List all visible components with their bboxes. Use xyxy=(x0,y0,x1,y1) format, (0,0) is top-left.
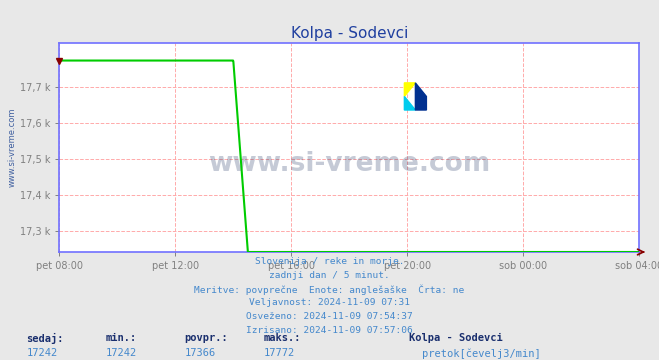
Text: 17242: 17242 xyxy=(105,348,136,359)
Text: Kolpa - Sodevci: Kolpa - Sodevci xyxy=(409,333,502,343)
Text: Meritve: povprečne  Enote: anglešaške  Črta: ne: Meritve: povprečne Enote: anglešaške Črt… xyxy=(194,285,465,295)
Text: 17366: 17366 xyxy=(185,348,215,359)
Text: maks.:: maks.: xyxy=(264,333,301,343)
Text: zadnji dan / 5 minut.: zadnji dan / 5 minut. xyxy=(269,271,390,280)
Text: min.:: min.: xyxy=(105,333,136,343)
Polygon shape xyxy=(405,96,415,110)
Polygon shape xyxy=(405,83,415,96)
Text: pretok[čevelj3/min]: pretok[čevelj3/min] xyxy=(422,348,540,359)
Y-axis label: www.si-vreme.com: www.si-vreme.com xyxy=(8,108,17,187)
Text: Veljavnost: 2024-11-09 07:31: Veljavnost: 2024-11-09 07:31 xyxy=(249,298,410,307)
Text: sedaj:: sedaj: xyxy=(26,333,64,344)
Text: Slovenija / reke in morje.: Slovenija / reke in morje. xyxy=(255,257,404,266)
Title: Kolpa - Sodevci: Kolpa - Sodevci xyxy=(291,26,408,41)
Text: povpr.:: povpr.: xyxy=(185,333,228,343)
Polygon shape xyxy=(415,83,426,110)
Text: Izrisano: 2024-11-09 07:57:06: Izrisano: 2024-11-09 07:57:06 xyxy=(246,326,413,335)
Text: Osveženo: 2024-11-09 07:54:37: Osveženo: 2024-11-09 07:54:37 xyxy=(246,312,413,321)
Text: 17242: 17242 xyxy=(26,348,57,359)
Text: 17772: 17772 xyxy=(264,348,295,359)
Text: www.si-vreme.com: www.si-vreme.com xyxy=(208,151,490,177)
